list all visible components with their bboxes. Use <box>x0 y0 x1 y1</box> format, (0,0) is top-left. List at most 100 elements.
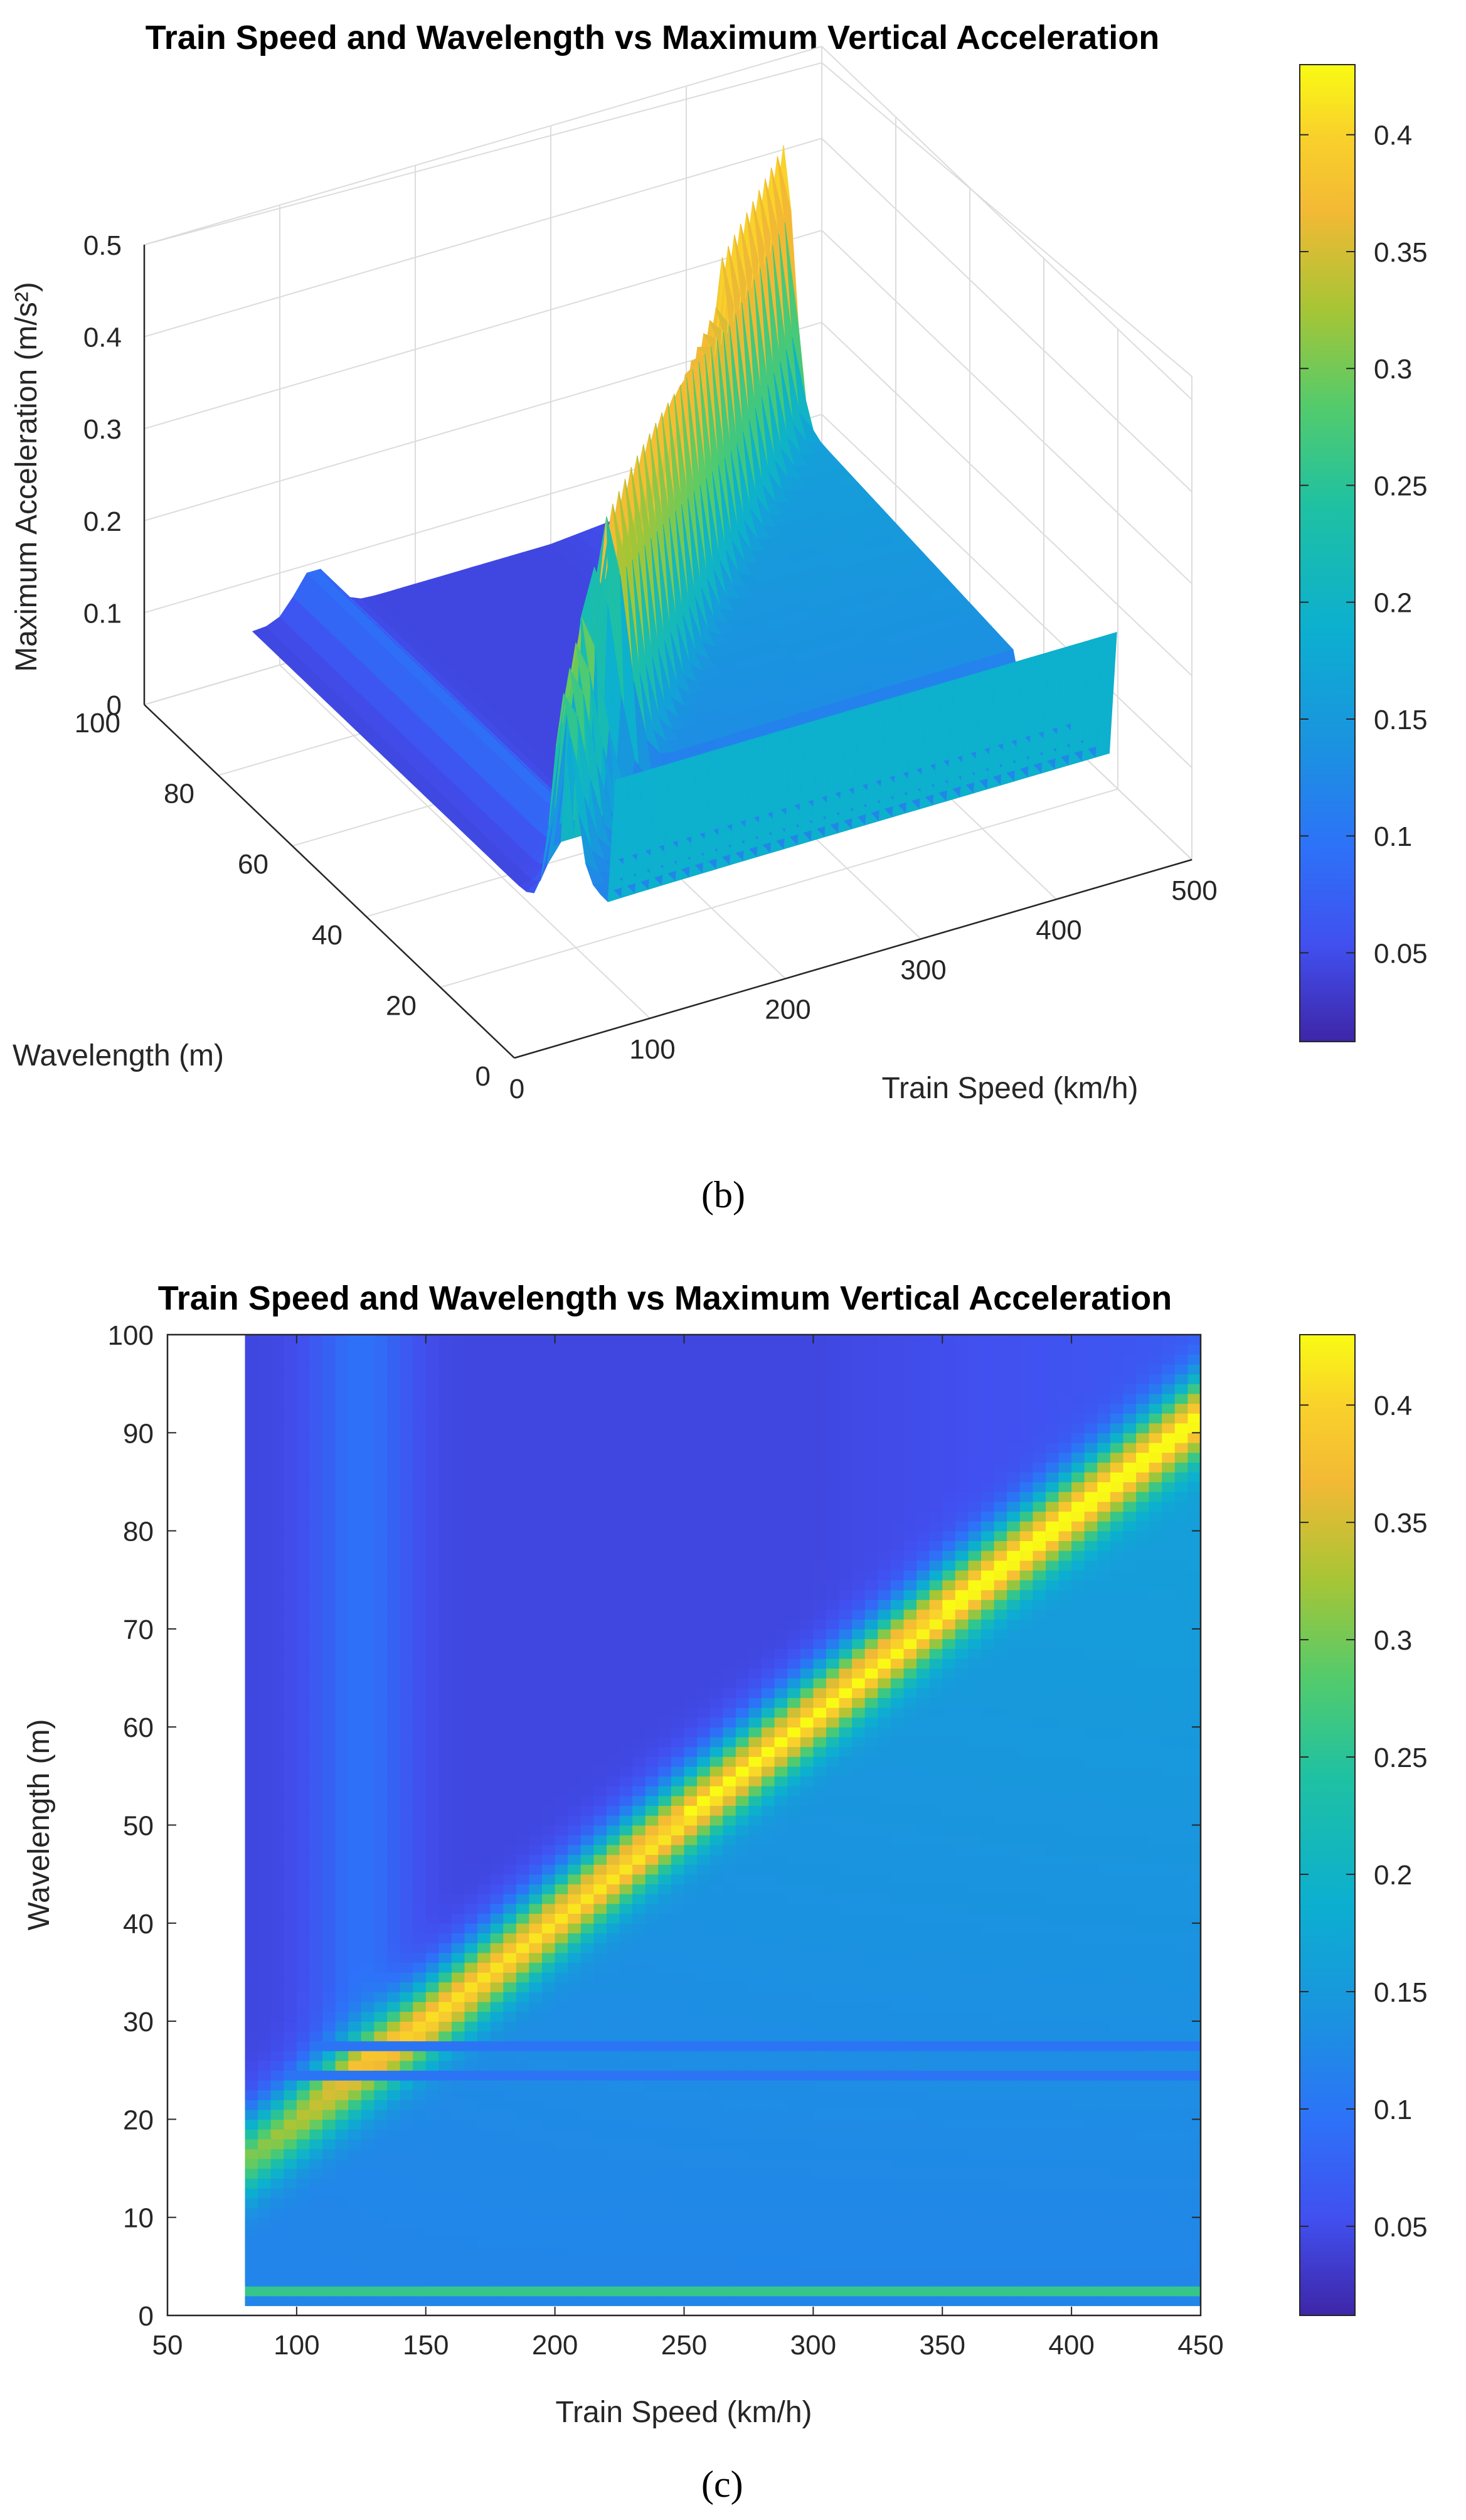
heat-cell <box>632 1540 646 1551</box>
heat-cell <box>387 1687 401 1699</box>
heat-cell <box>258 2031 272 2042</box>
heat-cell <box>270 2100 285 2110</box>
heat-cell <box>284 1658 297 1669</box>
heat-cell <box>296 2227 311 2238</box>
heat-cell <box>516 1736 530 1748</box>
heat-cell <box>451 1844 465 1855</box>
heat-cell <box>607 1599 620 1610</box>
heat-cell <box>568 2129 582 2140</box>
heat-cell <box>400 2129 413 2140</box>
heat-cell <box>477 1638 491 1649</box>
heat-cell <box>542 2237 556 2248</box>
heat-cell <box>284 2041 297 2051</box>
heat-cell <box>438 2208 452 2218</box>
heat-cell <box>503 1943 517 1953</box>
heat-cell <box>503 1727 517 1738</box>
heat-cell <box>361 1805 375 1816</box>
heat-cell <box>542 1511 556 1522</box>
heat-cell <box>400 2208 413 2218</box>
heat-cell <box>296 2158 311 2169</box>
heat-cell <box>568 1540 582 1551</box>
heat-cell <box>374 1452 388 1463</box>
heat-cell <box>542 2021 556 2032</box>
heat-cell <box>258 1423 272 1434</box>
heat-cell <box>490 1344 504 1355</box>
heat-cell <box>490 1756 504 1767</box>
heat-cell <box>348 2295 362 2307</box>
heat-cell <box>490 1903 504 1914</box>
heat-cell <box>284 1766 297 1777</box>
heat-cell <box>516 2227 530 2238</box>
heat-cell <box>335 1707 349 1718</box>
heat-cell <box>413 2090 427 2100</box>
heat-cell <box>451 2158 465 2169</box>
heat-cell <box>258 1442 272 1453</box>
heat-cell <box>542 1374 556 1384</box>
heat-cell <box>425 2031 440 2042</box>
heat-cell <box>309 1913 323 1924</box>
heat-cell <box>593 1511 607 1522</box>
heat-cell <box>374 2168 388 2179</box>
heat-cell <box>270 1687 285 1699</box>
heat-cell <box>425 1442 440 1453</box>
heat-cell <box>258 1344 272 1355</box>
heat-cell <box>296 1609 311 1620</box>
heat-cell <box>400 1550 413 1561</box>
heat-cell <box>284 1913 297 1924</box>
heat-cell <box>400 2031 413 2042</box>
heat-cell <box>387 1589 401 1600</box>
heat-cell <box>425 2021 440 2032</box>
heat-cell <box>438 1697 452 1708</box>
heat-cell <box>438 1962 452 1973</box>
heat-cell <box>413 1628 427 1640</box>
heat-cell <box>555 1707 568 1718</box>
heat-cell <box>400 1511 413 1522</box>
heat-cell <box>425 1982 440 1992</box>
heat-cell <box>529 1433 543 1443</box>
heat-cell <box>361 1550 375 1561</box>
heat-cell <box>529 1933 543 1943</box>
heat-cell <box>400 2256 413 2267</box>
heat-cell <box>284 1746 297 1757</box>
heat-cell <box>451 2237 465 2248</box>
heat-cell <box>348 1384 362 1394</box>
heat-cell <box>516 1393 530 1404</box>
heat-cell <box>477 1992 491 2002</box>
heat-cell <box>619 1717 633 1727</box>
heat-cell <box>361 1776 375 1786</box>
heat-cell <box>387 1638 401 1649</box>
heat-cell <box>607 1579 620 1591</box>
heat-cell <box>284 1825 297 1835</box>
heat-cell <box>270 2217 285 2228</box>
heat-cell <box>580 1599 595 1610</box>
heat-cell <box>245 1599 258 1610</box>
heat-cell <box>335 2286 349 2297</box>
heat-cell <box>425 1746 440 1757</box>
heat-cell <box>451 1579 465 1591</box>
heat-cell <box>542 1609 556 1620</box>
heat-cell <box>477 1609 491 1620</box>
grid-line <box>821 230 1192 584</box>
heat-cell <box>387 2246 401 2257</box>
heat-cell <box>516 2090 530 2100</box>
heat-cell <box>335 1923 349 1934</box>
heat-cell <box>568 1805 582 1816</box>
heat-cell <box>503 1982 517 1992</box>
heat-cell <box>387 1530 401 1541</box>
heat-cell <box>387 1501 401 1512</box>
heat-cell <box>580 1570 595 1581</box>
heat-cell <box>270 2246 285 2257</box>
heat-cell <box>542 1943 556 1953</box>
heat-cell <box>245 2286 258 2297</box>
heat-cell <box>374 1933 388 1943</box>
heat-cell <box>413 2158 427 2169</box>
speed-tick-label: 400 <box>1036 915 1081 946</box>
heat-cell <box>503 1619 517 1630</box>
heat-cell <box>361 2227 375 2238</box>
heat-cell <box>464 1697 478 1708</box>
heat-cell <box>632 2246 646 2257</box>
heat-cell <box>619 2119 633 2130</box>
heat-cell <box>258 1501 272 1512</box>
heat-cell <box>516 1452 530 1463</box>
heat-cell <box>555 1335 568 1345</box>
